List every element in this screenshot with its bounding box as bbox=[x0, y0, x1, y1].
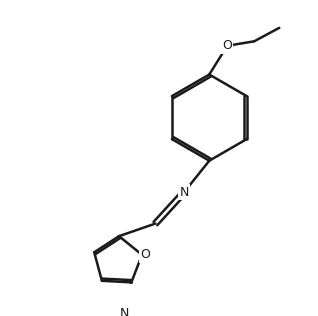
Text: N: N bbox=[120, 307, 129, 316]
Text: O: O bbox=[141, 248, 150, 261]
Text: O: O bbox=[222, 39, 232, 52]
Text: N: N bbox=[179, 185, 189, 199]
